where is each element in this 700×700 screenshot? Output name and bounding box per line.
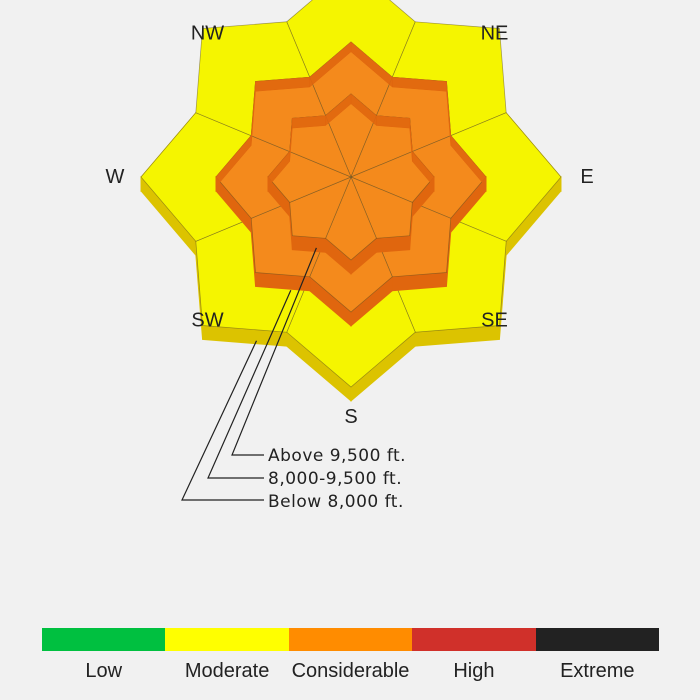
scale-item-extreme: Extreme — [535, 628, 660, 683]
danger-scale-legend: Low Moderate Considerable High Extreme — [42, 628, 660, 683]
direction-label-ne: NE — [481, 23, 509, 45]
scale-swatch-considerable — [288, 628, 413, 651]
elevation-label-below: Below 8,000 ft. — [268, 492, 404, 512]
scale-swatch-moderate — [165, 628, 289, 651]
scale-label-moderate: Moderate — [184, 660, 270, 682]
scale-swatch-high — [412, 628, 536, 651]
rose-ring-inner-lip-mid — [309, 41, 352, 88]
scale-label-considerable: Considerable — [291, 660, 410, 682]
direction-label-s: S — [344, 406, 357, 428]
scale-label-low: Low — [85, 660, 123, 682]
elevation-label-above: Above 9,500 ft. — [268, 446, 406, 466]
scale-item-low: Low — [42, 628, 166, 683]
rose-ring-inner-lip-mid — [450, 135, 487, 188]
scale-item-moderate: Moderate — [165, 628, 289, 683]
rose-ring-inner-lip-above — [325, 93, 352, 127]
direction-label-sw: SW — [191, 310, 223, 332]
direction-label-w: W — [106, 166, 125, 188]
rose-ring-inner-lip-above — [412, 150, 435, 188]
elevation-leader-above — [231, 247, 317, 456]
direction-label-e: E — [580, 166, 593, 188]
scale-label-extreme: Extreme — [560, 660, 635, 682]
scale-swatch-low — [42, 628, 166, 651]
scale-swatch-extreme — [535, 628, 660, 651]
elevation-leader-below — [181, 340, 264, 501]
elevation-label-mid: 8,000-9,500 ft. — [268, 469, 402, 489]
scale-label-high: High — [453, 660, 495, 682]
direction-label-nw: NW — [191, 23, 224, 45]
scale-item-high: High — [412, 628, 536, 683]
scale-item-considerable: Considerable — [288, 628, 413, 683]
elevation-leader-mid — [207, 289, 292, 479]
direction-label-se: SE — [481, 310, 508, 332]
danger-rose-diagram: NNEESESSWWNW Above 9,500 ft. 8,000-9,500… — [106, 0, 594, 512]
